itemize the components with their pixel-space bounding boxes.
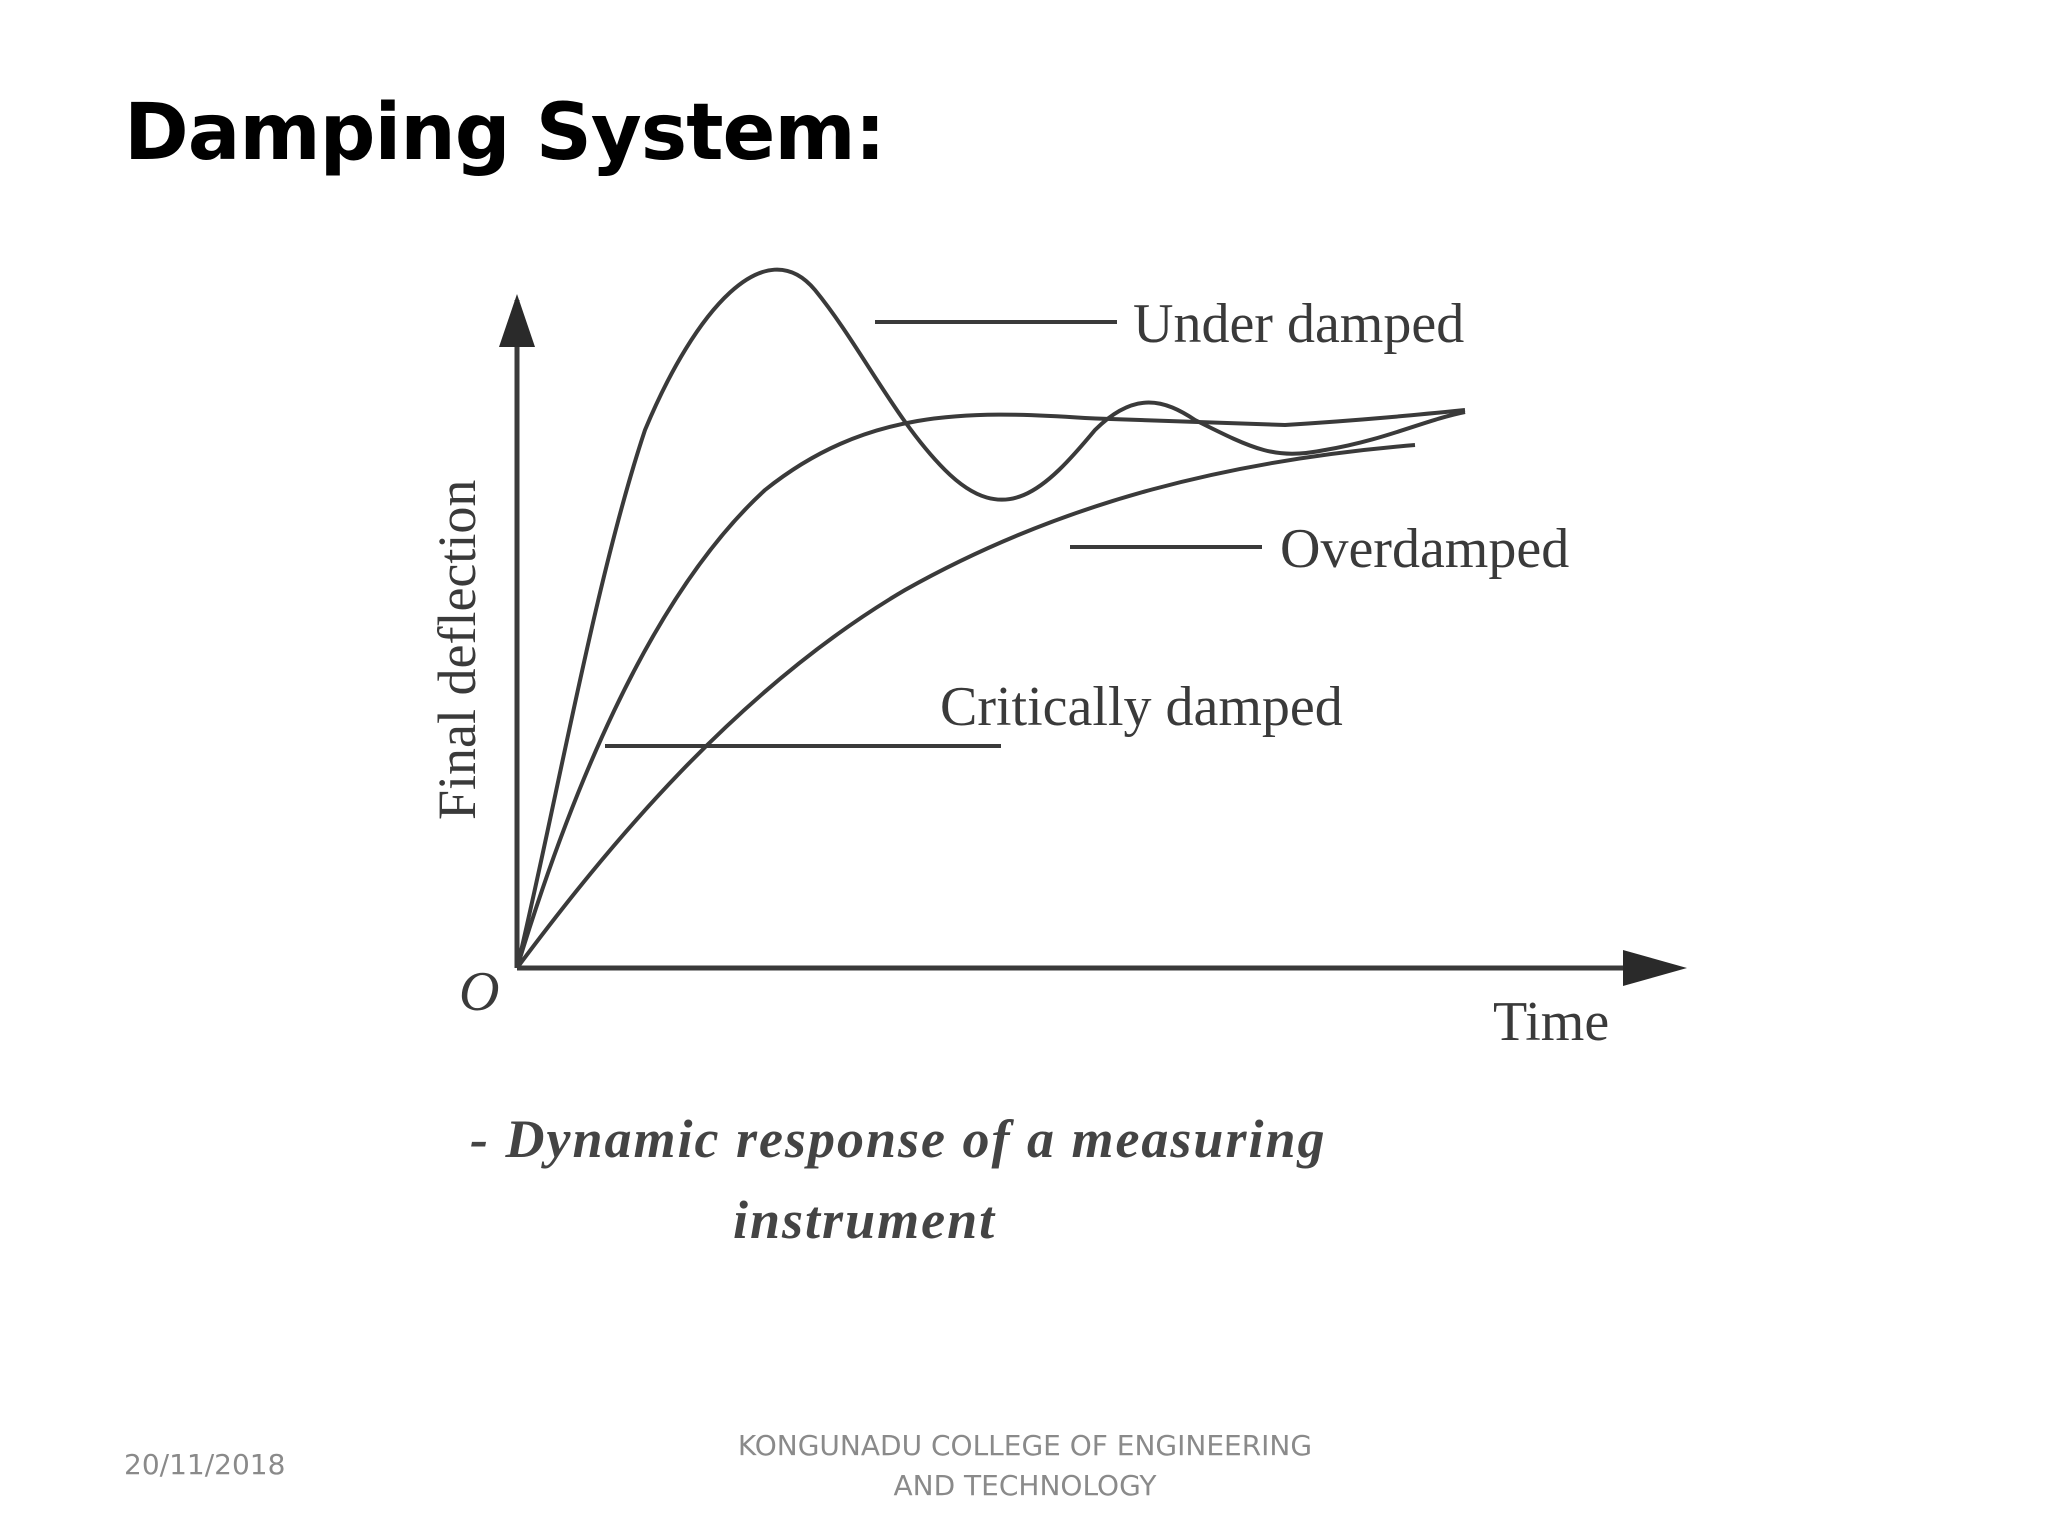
caption-line-1: - Dynamic response of a measuring xyxy=(470,1109,1327,1169)
caption-line-2: instrument xyxy=(733,1190,996,1250)
x-axis-arrow xyxy=(1623,950,1687,986)
y-axis-label: Final deflection xyxy=(427,480,487,820)
damping-diagram-svg: Under damped Overdamped Critically dampe… xyxy=(427,267,1687,1250)
slide-title: Damping System: xyxy=(124,88,886,178)
critically-damped-label: Critically damped xyxy=(940,676,1343,738)
y-axis-arrow xyxy=(499,294,535,347)
damping-diagram: Under damped Overdamped Critically dampe… xyxy=(405,250,1735,1280)
footer-date: 20/11/2018 xyxy=(124,1448,286,1481)
footer-org-line-1: KONGUNADU COLLEGE OF ENGINEERING xyxy=(737,1429,1313,1462)
under-damped-label: Under damped xyxy=(1133,293,1464,355)
origin-label: O xyxy=(459,961,499,1023)
footer-organization: KONGUNADU COLLEGE OF ENGINEERING AND TEC… xyxy=(690,1426,1360,1506)
x-axis-label: Time xyxy=(1493,991,1609,1053)
under-damped-curve xyxy=(515,267,1466,969)
footer-org-line-2: AND TECHNOLOGY xyxy=(893,1469,1157,1502)
overdamped-label: Overdamped xyxy=(1280,518,1569,580)
critically-damped-curve xyxy=(515,408,1466,969)
overdamped-curve xyxy=(515,443,1416,970)
